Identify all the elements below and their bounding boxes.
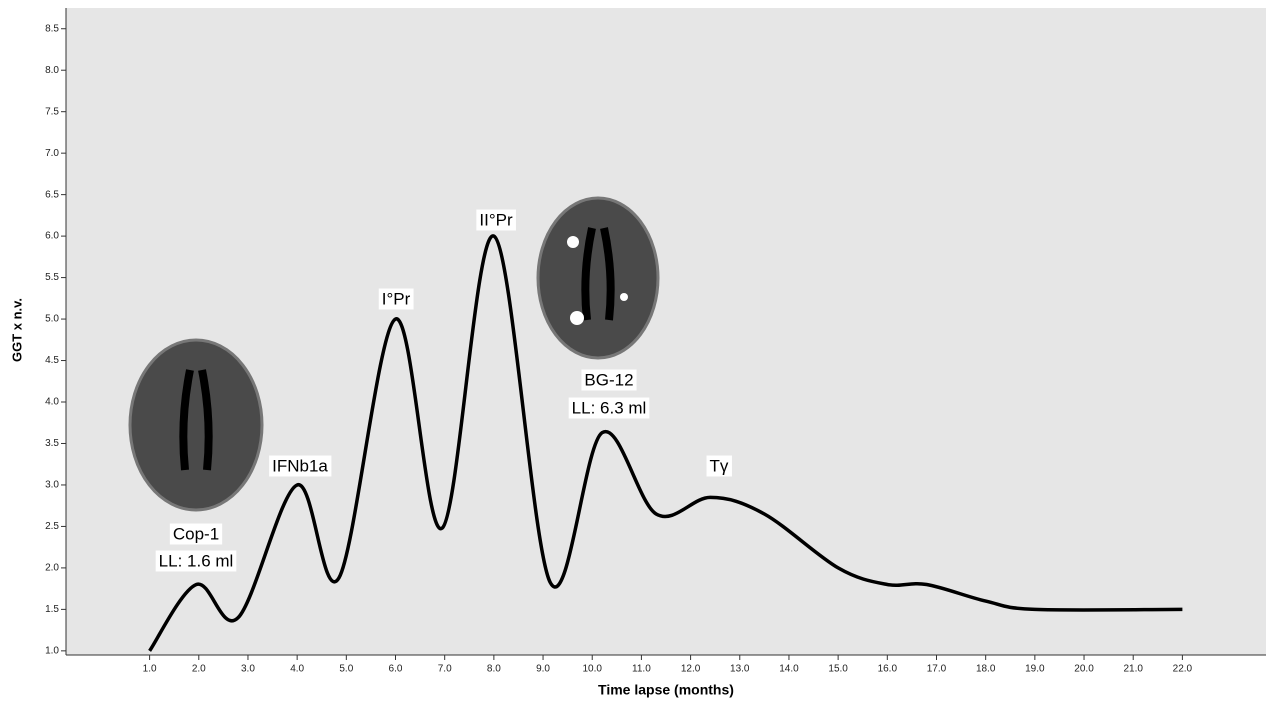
annotation: I°Pr	[382, 289, 411, 308]
x-tick-label: 20.0	[1074, 664, 1094, 675]
x-tick-label: 3.0	[241, 664, 255, 675]
y-tick-label: 5.0	[45, 314, 59, 325]
x-tick-label: 15.0	[828, 664, 848, 675]
y-axis-title: GGT x n.v.	[9, 298, 24, 362]
x-tick-label: 19.0	[1025, 664, 1045, 675]
x-tick-label: 9.0	[536, 664, 550, 675]
y-tick-label: 1.5	[45, 604, 59, 615]
annotation: LL: 1.6 ml	[159, 551, 234, 570]
y-tick-label: 3.5	[45, 438, 59, 449]
x-tick-label: 8.0	[487, 664, 501, 675]
annotation: II°Pr	[479, 210, 513, 229]
y-tick-label: 1.0	[45, 645, 59, 656]
x-tick-label: 18.0	[976, 664, 996, 675]
brain-image	[538, 198, 658, 358]
x-tick-label: 13.0	[730, 664, 750, 675]
x-tick-label: 21.0	[1123, 664, 1143, 675]
y-tick-label: 3.0	[45, 480, 59, 491]
x-axis-title: Time lapse (months)	[598, 682, 734, 698]
x-tick-label: 16.0	[878, 664, 898, 675]
x-tick-label: 22.0	[1173, 664, 1193, 675]
x-tick-label: 14.0	[779, 664, 799, 675]
x-tick-label: 1.0	[143, 664, 157, 675]
x-tick-label: 2.0	[192, 664, 206, 675]
page: {"chart_data": {"type": "line", "y_label…	[0, 0, 1266, 703]
plot-area	[66, 8, 1266, 655]
annotation: Cop-1	[173, 524, 219, 543]
x-tick-label: 7.0	[438, 664, 452, 675]
y-tick-label: 5.5	[45, 272, 59, 283]
y-tick-label: 8.5	[45, 23, 59, 34]
y-tick-label: 2.0	[45, 563, 59, 574]
x-tick-label: 11.0	[632, 664, 651, 675]
annotation: LL: 6.3 ml	[572, 398, 647, 417]
x-tick-label: 4.0	[290, 664, 304, 675]
y-tick-label: 6.5	[45, 189, 59, 200]
x-tick-label: 6.0	[389, 664, 403, 675]
y-tick-label: 7.0	[45, 148, 59, 159]
annotation: IFNb1a	[272, 456, 328, 475]
x-tick-label: 12.0	[681, 664, 701, 675]
y-tick-label: 7.5	[45, 106, 59, 117]
y-tick-label: 2.5	[45, 521, 59, 532]
x-tick-label: 10.0	[582, 664, 602, 675]
y-tick-label: 8.0	[45, 65, 59, 76]
y-tick-label: 6.0	[45, 231, 59, 242]
x-tick-label: 5.0	[339, 664, 353, 675]
chart: GGT x n.v. Time lapse (months) Cop-1 LL:…	[0, 0, 1266, 703]
annotation: BG-12	[584, 370, 633, 389]
brain-image	[130, 340, 262, 510]
annotation: Tγ	[710, 456, 729, 475]
x-tick-label: 17.0	[927, 664, 947, 675]
y-tick-label: 4.5	[45, 355, 59, 366]
y-tick-label: 4.0	[45, 397, 59, 408]
